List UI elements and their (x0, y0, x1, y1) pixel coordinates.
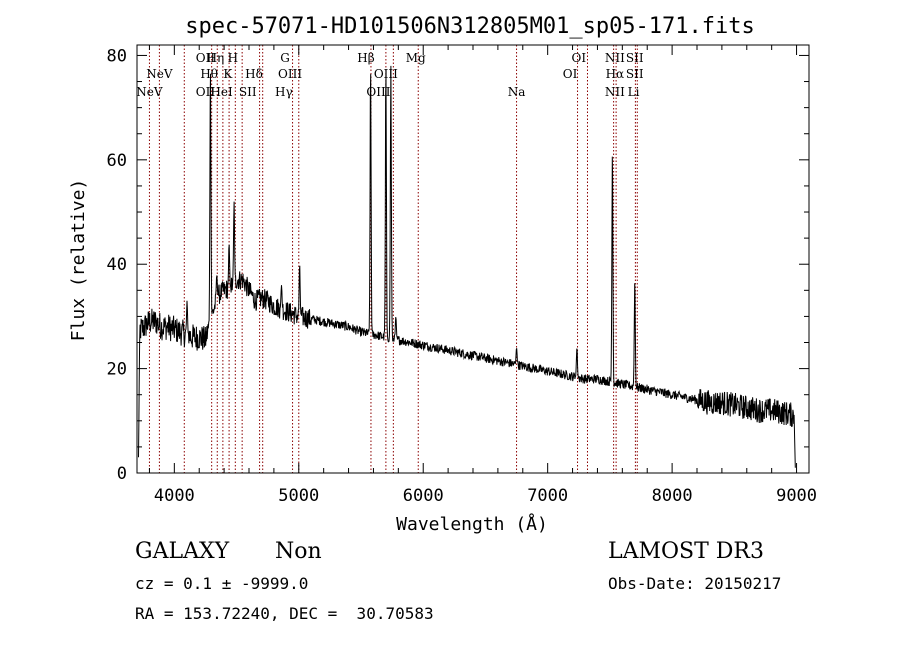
x-axis-label: Wavelength (Å) (396, 513, 548, 535)
y-tick-label: 0 (117, 464, 127, 484)
y-axis: 0 20 40 60 80 (107, 46, 809, 484)
spectrum-line (138, 65, 796, 468)
x-tick-label: 4000 (154, 486, 195, 506)
line-id-label: Hθ (200, 67, 218, 81)
line-id-label: OII (196, 51, 216, 65)
line-id-label: NII (605, 85, 625, 99)
line-id-label: SII (626, 51, 644, 65)
line-id-label: H (228, 51, 238, 65)
line-id-label: Na (508, 85, 526, 99)
line-id-label: Hβ (357, 51, 374, 65)
x-tick-label: 5000 (278, 486, 319, 506)
y-tick-label: 20 (107, 360, 127, 380)
x-tick-label: 9000 (776, 486, 817, 506)
line-id-label: Hγ (275, 85, 293, 99)
line-id-label: Mg (406, 51, 426, 65)
line-id-label: SII (239, 85, 257, 99)
line-id-label: OIII (278, 67, 302, 81)
marker-layer (148, 45, 638, 473)
line-id-label: NeV (146, 67, 173, 81)
y-tick-label: 80 (107, 46, 127, 66)
chart-title: spec-57071-HD101506N312805M01_sp05-171.f… (185, 14, 755, 39)
x-tick-label: 7000 (527, 486, 568, 506)
line-id-label: Hδ (245, 67, 263, 81)
line-id-label: G (280, 51, 290, 65)
obs-date: Obs-Date: 20150217 (608, 574, 782, 593)
line-id-label: HeI (210, 85, 233, 99)
coordinates: RA = 153.72240, DEC = 30.70583 (135, 604, 434, 623)
line-id-label: NeV (136, 85, 163, 99)
line-id-label: OIII (374, 67, 398, 81)
y-axis-label: Flux (relative) (68, 179, 89, 342)
object-subclass: Non (275, 539, 322, 564)
y-tick-label: 60 (107, 151, 127, 171)
x-tick-label: 8000 (652, 486, 693, 506)
line-id-label: OIII (366, 85, 390, 99)
line-id-label: Hα (606, 67, 625, 81)
plot-frame (136, 44, 810, 474)
line-id-label: NII (605, 51, 625, 65)
redshift-readout: cz = 0.1 ± -9999.0 (135, 574, 309, 593)
x-tick-label: 6000 (403, 486, 444, 506)
line-id-label: Li (628, 85, 640, 99)
x-axis: 4000 5000 6000 7000 8000 9000 (148, 45, 817, 506)
line-id-label: OI (563, 67, 578, 81)
survey-name: LAMOST DR3 (608, 539, 764, 564)
line-id-label: Hη (207, 51, 225, 65)
line-id-label: SII (626, 67, 644, 81)
line-id-label: OI (571, 51, 586, 65)
object-class: GALAXY (135, 539, 230, 564)
y-tick-label: 40 (107, 255, 127, 275)
line-id-label: K (223, 67, 233, 81)
